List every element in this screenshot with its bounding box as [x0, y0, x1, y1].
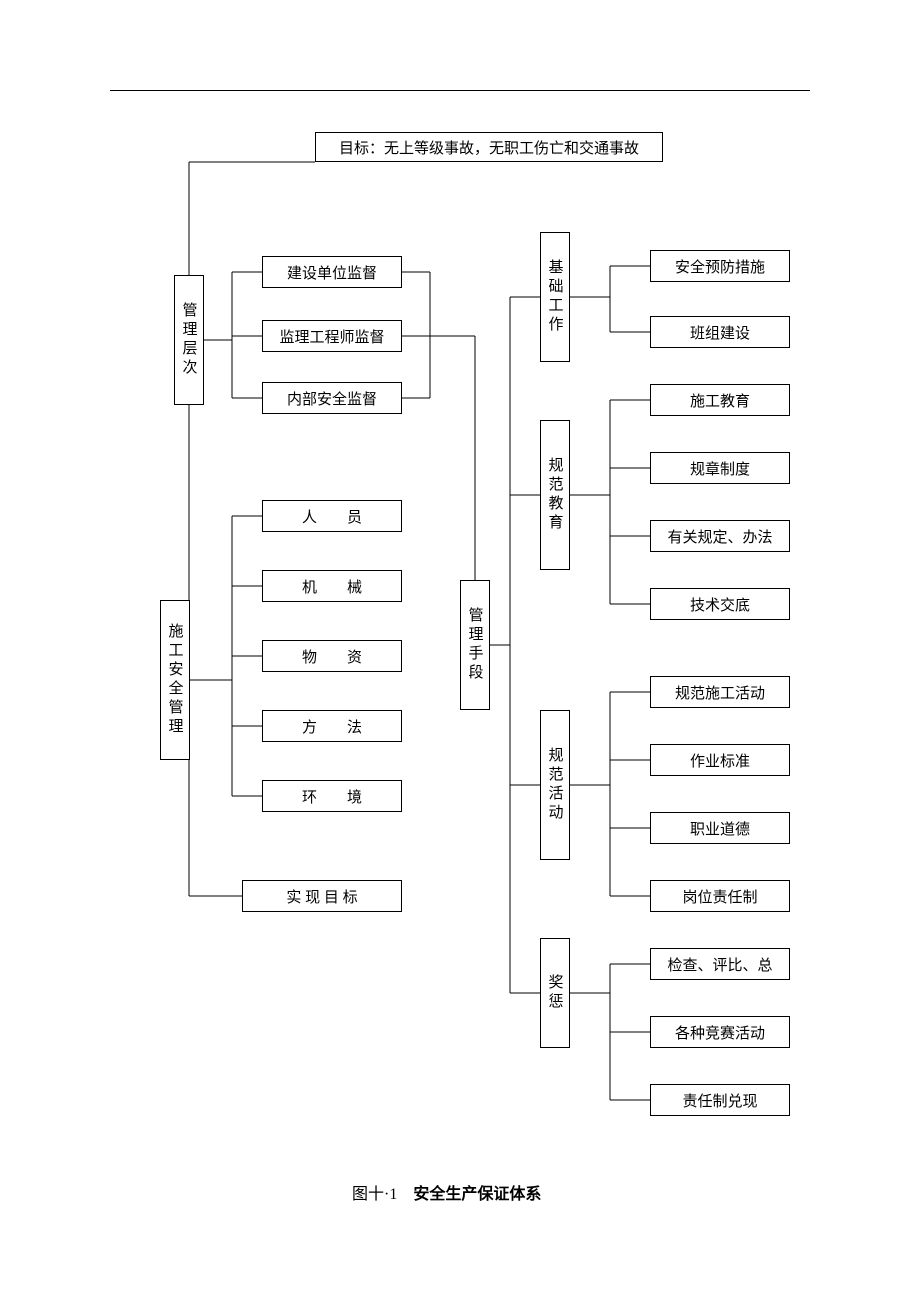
- material-text: 物 资: [302, 646, 362, 667]
- machinery-text: 机 械: [302, 576, 362, 597]
- personnel-box: 人 员: [262, 500, 402, 532]
- realize-goal-box: 实 现 目 标: [242, 880, 402, 912]
- r6-text: 技术交底: [690, 594, 750, 615]
- internal-supervision-box: 内部安全监督: [262, 382, 402, 414]
- method-text: 方 法: [302, 716, 362, 737]
- inspection-box: 检查、评比、总: [650, 948, 790, 980]
- method-box: 方 法: [262, 710, 402, 742]
- ethics-box: 职业道德: [650, 812, 790, 844]
- caption-prefix: 图十·1: [352, 1186, 413, 1203]
- engineer-supervision-text: 监理工程师监督: [279, 326, 384, 347]
- construction-safety-box: 施工安全管理: [160, 600, 190, 760]
- r10-text: 岗位责任制: [682, 886, 757, 907]
- team-build-box: 班组建设: [650, 316, 790, 348]
- management-means-box: 管理手段: [460, 580, 490, 710]
- r5-text: 有关规定、办法: [667, 526, 772, 547]
- construction-safety-text: 施工安全管理: [165, 623, 186, 737]
- management-level-box: 管理层次: [174, 275, 204, 405]
- r13-text: 责任制兑现: [682, 1090, 757, 1111]
- caption-title: 安全生产保证体系: [413, 1186, 541, 1203]
- reward-punish-box: 奖惩: [540, 938, 570, 1048]
- environment-text: 环 境: [302, 786, 362, 807]
- internal-supervision-text: 内部安全监督: [287, 388, 377, 409]
- figure-caption: 图十·1 安全生产保证体系: [352, 1180, 541, 1204]
- work-standard-box: 作业标准: [650, 744, 790, 776]
- basic-work-box: 基础工作: [540, 232, 570, 362]
- responsibility-fulfill-box: 责任制兑现: [650, 1084, 790, 1116]
- engineer-supervision-box: 监理工程师监督: [262, 320, 402, 352]
- realize-goal-text: 实 现 目 标: [286, 886, 357, 907]
- norm-education-text: 规范教育: [545, 457, 566, 533]
- post-responsibility-box: 岗位责任制: [650, 880, 790, 912]
- r4-text: 规章制度: [690, 458, 750, 479]
- material-box: 物 资: [262, 640, 402, 672]
- personnel-text: 人 员: [302, 506, 362, 527]
- diagram-page: 目标：无上等级事故，无职工伤亡和交通事故 管理层次 施工安全管理 建设单位监督 …: [0, 0, 920, 1302]
- norm-education-box: 规范教育: [540, 420, 570, 570]
- r8-text: 作业标准: [690, 750, 750, 771]
- basic-work-text: 基础工作: [545, 259, 566, 335]
- r11-text: 检查、评比、总: [667, 954, 772, 975]
- regulations-box: 有关规定、办法: [650, 520, 790, 552]
- r2-text: 班组建设: [690, 322, 750, 343]
- norm-activity-text: 规范活动: [545, 747, 566, 823]
- environment-box: 环 境: [262, 780, 402, 812]
- competition-box: 各种竞赛活动: [650, 1016, 790, 1048]
- r9-text: 职业道德: [690, 818, 750, 839]
- build-supervision-box: 建设单位监督: [262, 256, 402, 288]
- build-supervision-text: 建设单位监督: [287, 262, 377, 283]
- reward-punish-text: 奖惩: [545, 974, 566, 1012]
- machinery-box: 机 械: [262, 570, 402, 602]
- norm-activity-box: 规范活动: [540, 710, 570, 860]
- r3-text: 施工教育: [690, 390, 750, 411]
- construction-education-box: 施工教育: [650, 384, 790, 416]
- rules-box: 规章制度: [650, 452, 790, 484]
- safety-prevent-box: 安全预防措施: [650, 250, 790, 282]
- goal-box: 目标：无上等级事故，无职工伤亡和交通事故: [315, 132, 663, 162]
- r7-text: 规范施工活动: [675, 682, 765, 703]
- top-rule: [110, 90, 810, 91]
- management-means-text: 管理手段: [465, 607, 486, 683]
- norm-construction-box: 规范施工活动: [650, 676, 790, 708]
- goal-text: 目标：无上等级事故，无职工伤亡和交通事故: [339, 137, 639, 158]
- r12-text: 各种竞赛活动: [675, 1022, 765, 1043]
- management-level-text: 管理层次: [179, 302, 200, 378]
- r1-text: 安全预防措施: [675, 256, 765, 277]
- tech-disclosure-box: 技术交底: [650, 588, 790, 620]
